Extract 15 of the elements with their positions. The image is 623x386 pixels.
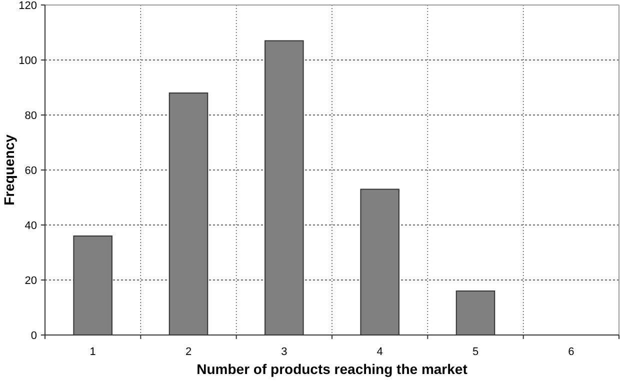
y-tick-label: 120: [18, 0, 37, 12]
y-tick-label: 0: [30, 330, 37, 342]
x-tick-label: 4: [376, 346, 383, 358]
x-tick-label: 3: [281, 346, 288, 358]
y-tick-label: 60: [24, 164, 37, 177]
y-axis-title: Frequency: [1, 134, 17, 206]
y-tick-label: 80: [24, 110, 37, 122]
x-tick-label: 5: [472, 346, 479, 358]
y-tick-label: 20: [24, 274, 37, 287]
x-tick-label: 6: [568, 346, 574, 358]
y-tick-label: 100: [18, 54, 37, 67]
x-tick-label: 1: [90, 346, 96, 358]
y-tick-label: 40: [24, 220, 37, 232]
x-tick-label: 2: [185, 346, 192, 358]
x-axis-title: Number of products reaching the market: [196, 361, 468, 377]
